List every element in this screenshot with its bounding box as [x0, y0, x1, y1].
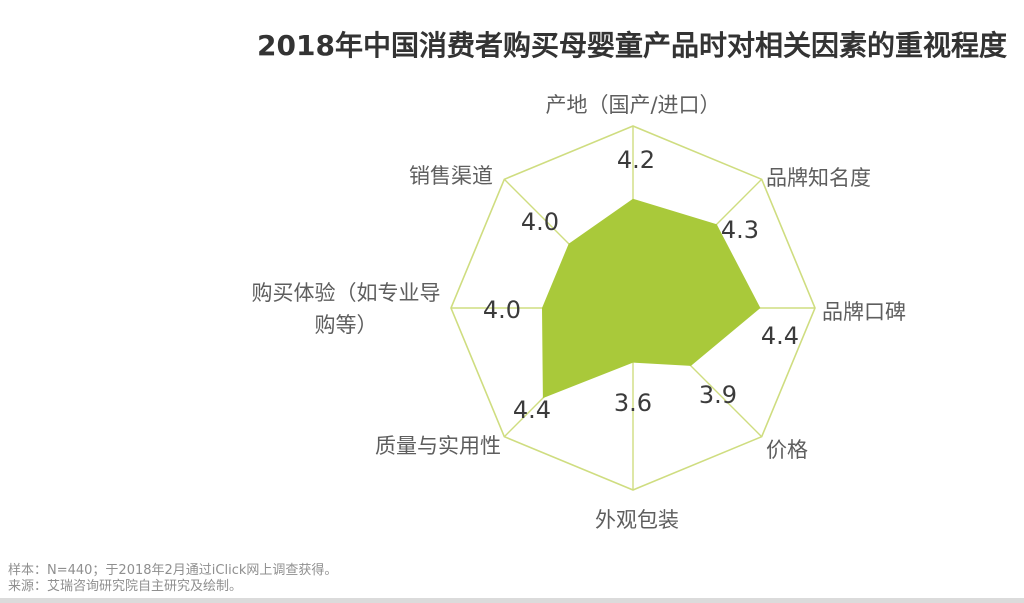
value-purchase-experience: 4.0 — [482, 296, 522, 324]
source-note: 来源：艾瑞咨询研究院自主研究及绘制。 — [8, 579, 243, 594]
axis-label-origin: 产地（国产/进口） — [545, 93, 721, 117]
value-brand-reputation: 4.4 — [760, 322, 800, 350]
footer-notes: 样本：N=440；于2018年2月通过iClick网上调查获得。 来源：艾瑞咨询… — [8, 563, 337, 595]
radar-data-polygon — [542, 198, 761, 399]
bottom-divider — [0, 598, 1024, 603]
axis-label-purchase-experience: 购买体验（如专业导购等） — [251, 281, 441, 337]
value-sales-channel: 4.0 — [520, 208, 560, 236]
value-origin: 4.2 — [616, 146, 656, 174]
axis-label-price: 价格 — [766, 438, 808, 462]
chart-title: 2018年中国消费者购买母婴童产品时对相关因素的重视程度 — [257, 29, 1007, 62]
sample-note: 样本：N=440；于2018年2月通过iClick网上调查获得。 — [8, 563, 338, 578]
axis-label-packaging: 外观包装 — [595, 508, 679, 532]
axis-label-sales-channel: 销售渠道 — [409, 164, 493, 188]
value-price: 3.9 — [698, 381, 738, 409]
axis-label-brand-reputation: 品牌口碑 — [822, 300, 906, 324]
value-packaging: 3.6 — [613, 389, 653, 417]
value-quality: 4.4 — [512, 396, 552, 424]
value-brand-awareness: 4.3 — [720, 216, 760, 244]
axis-label-brand-awareness: 品牌知名度 — [766, 166, 871, 190]
axis-label-quality: 质量与实用性 — [375, 434, 501, 458]
radar-grid-outline — [450, 125, 816, 491]
